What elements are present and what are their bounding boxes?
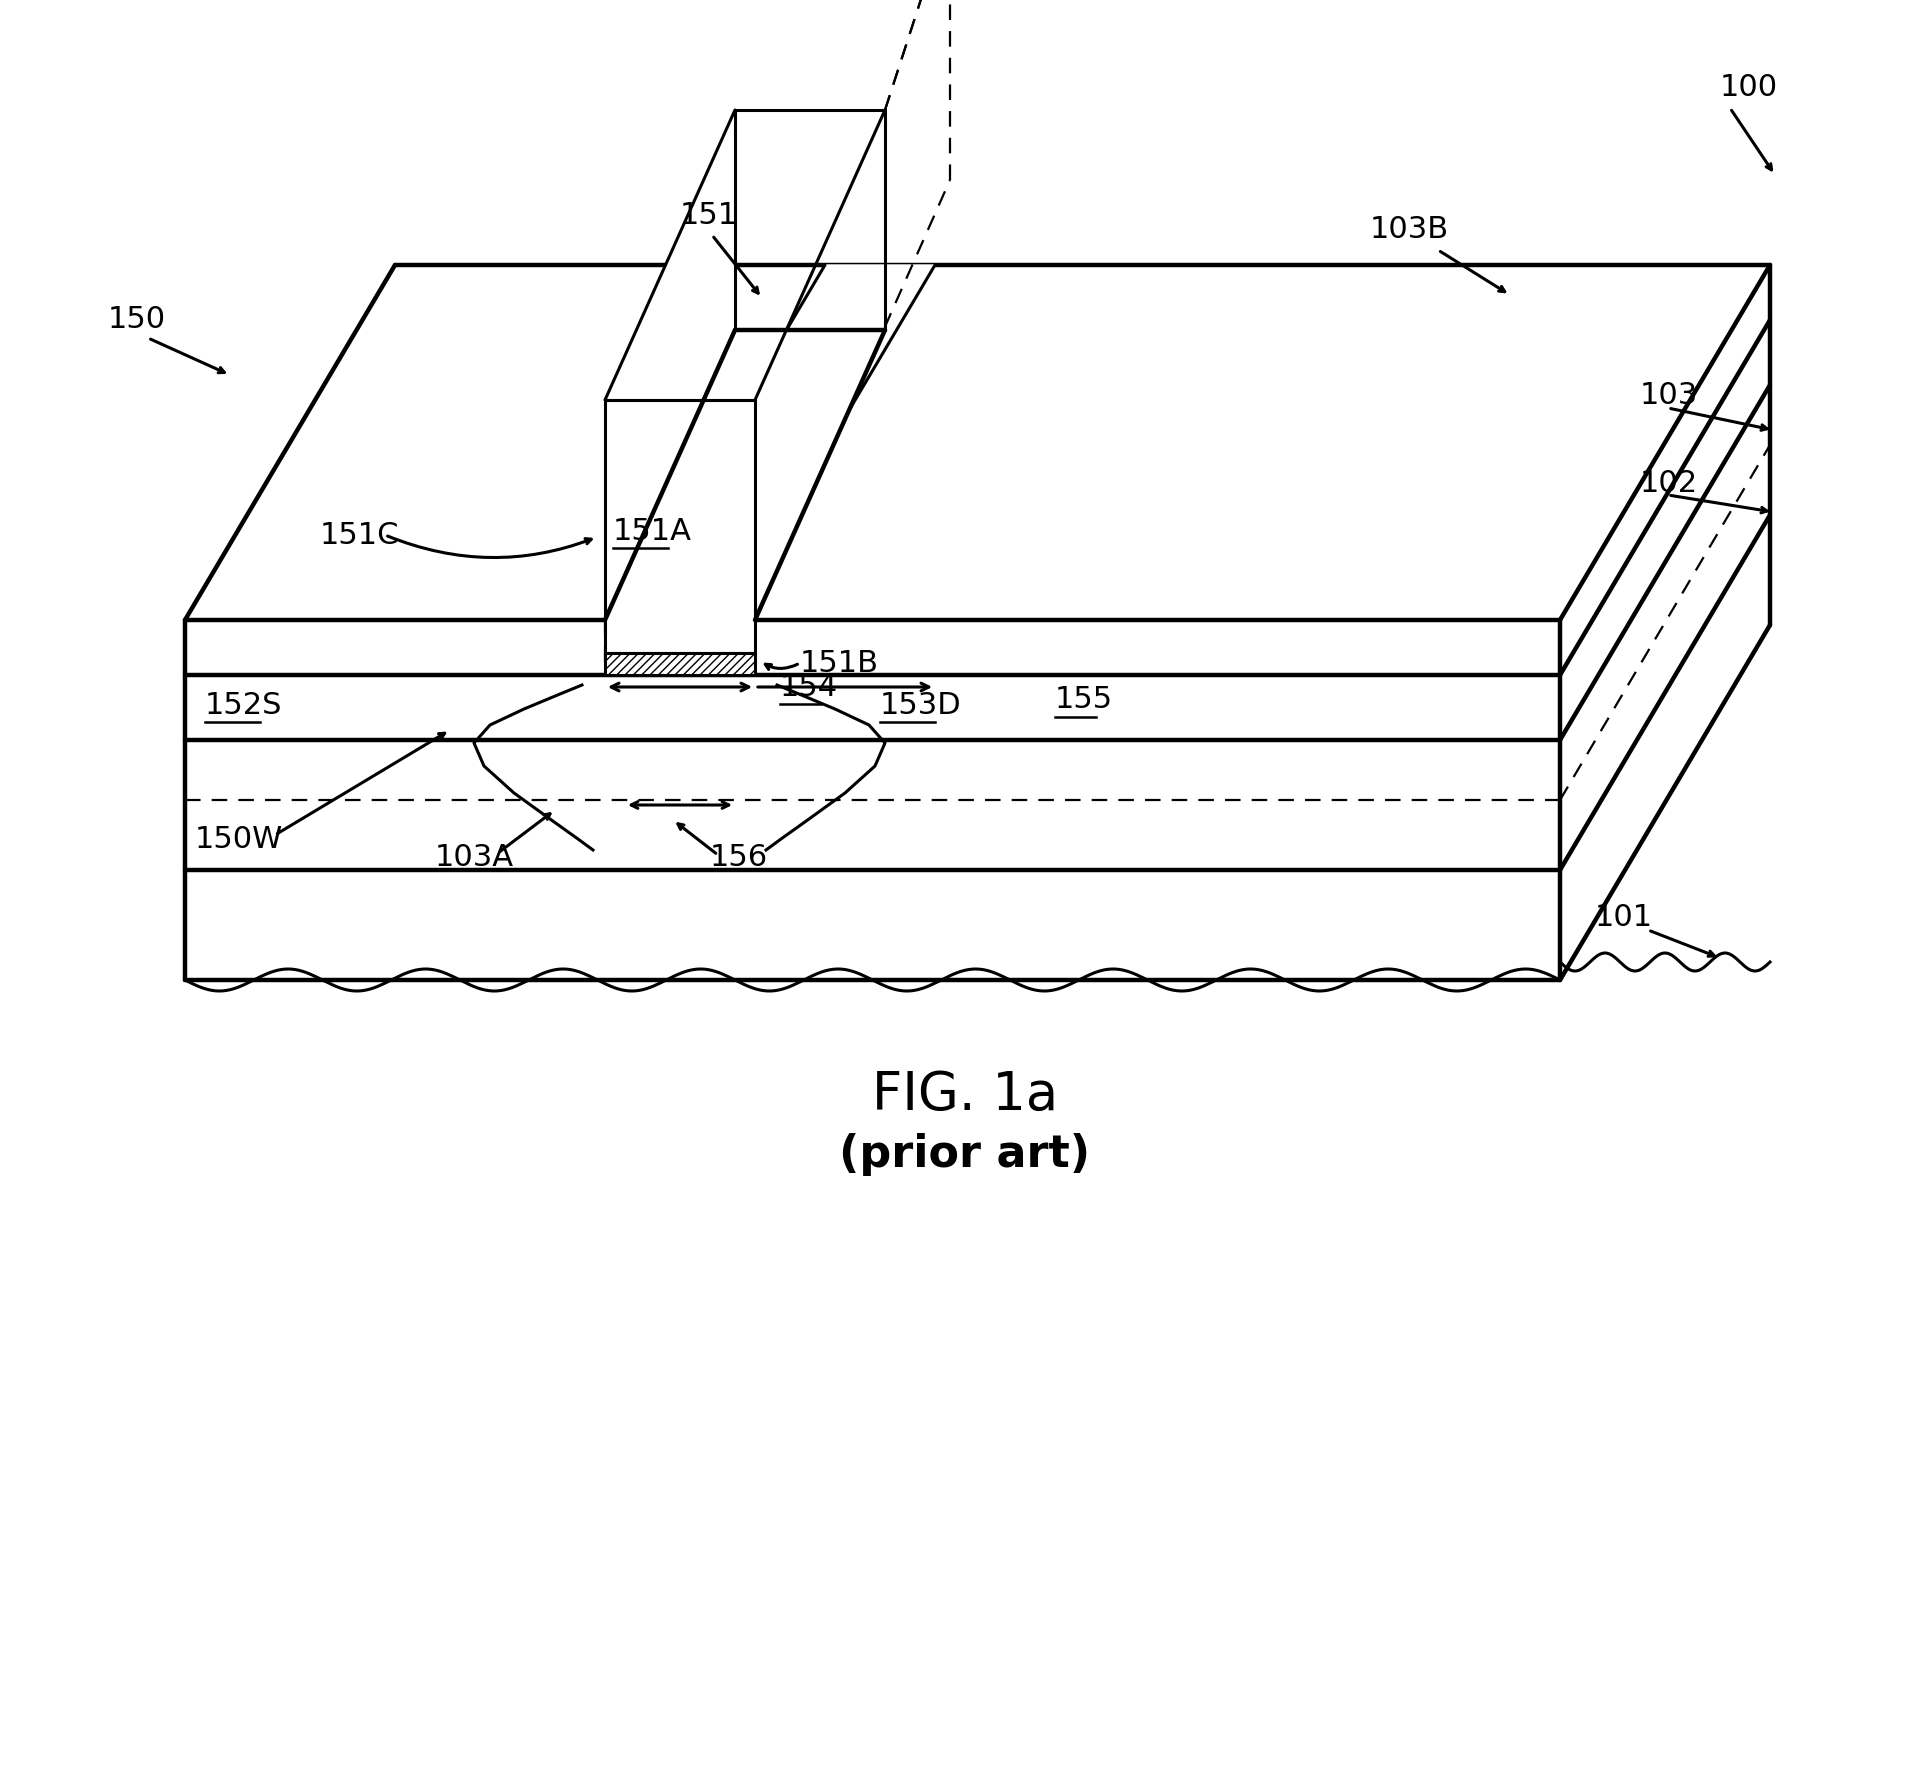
Text: 103A: 103A [434,843,513,873]
Text: (prior art): (prior art) [840,1134,1090,1177]
Text: 103: 103 [1639,380,1696,409]
Text: 151C: 151C [320,520,400,550]
Text: 156: 156 [710,843,768,873]
Text: 151: 151 [679,200,737,229]
Polygon shape [604,330,884,620]
Polygon shape [185,264,1770,620]
Text: 103B: 103B [1368,216,1448,245]
Polygon shape [185,620,1559,981]
Text: 100: 100 [1720,73,1778,102]
Text: 150W: 150W [195,825,284,854]
Text: 102: 102 [1639,468,1696,498]
FancyArrowPatch shape [612,682,749,691]
Text: 101: 101 [1594,904,1652,932]
Text: 153D: 153D [880,691,961,720]
Polygon shape [614,264,934,620]
FancyArrowPatch shape [757,682,928,691]
Polygon shape [604,111,735,620]
Bar [604,400,755,654]
Bar [604,654,755,675]
Text: 154: 154 [780,673,838,702]
FancyArrowPatch shape [631,802,728,809]
Text: 155: 155 [1054,686,1112,714]
Text: FIG. 1a: FIG. 1a [872,1070,1058,1122]
Text: 150: 150 [108,305,166,334]
Text: 151B: 151B [799,648,878,677]
Polygon shape [1559,264,1770,981]
Text: 152S: 152S [205,691,282,720]
Text: 151A: 151A [612,516,691,545]
